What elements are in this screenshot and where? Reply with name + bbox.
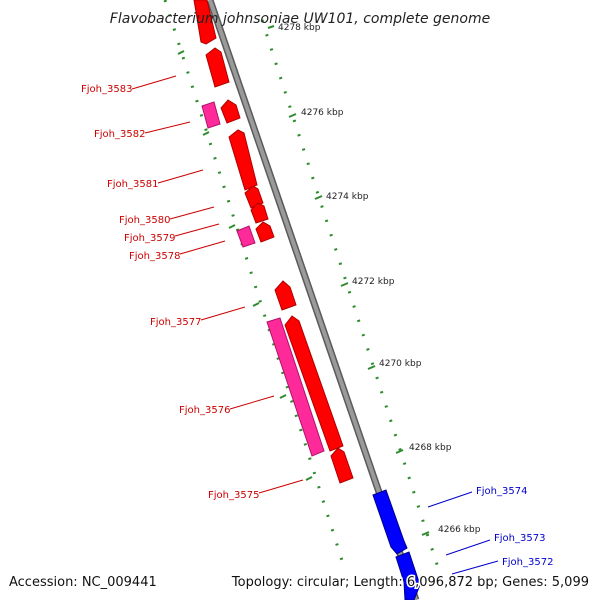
tick-label: 4270 kbp (379, 359, 422, 369)
gene-arrow-fjoh-3576[interactable] (284, 315, 344, 452)
tick-mark (367, 365, 376, 370)
tick-mark (421, 531, 430, 536)
tick-mark (267, 25, 275, 29)
gene-label-text: Fjoh_3580 (119, 215, 170, 226)
gene-arrow-fjoh-3579-pink[interactable] (236, 225, 256, 248)
gene-label-text: Fjoh_3583 (81, 84, 132, 95)
leader-line (131, 75, 177, 90)
gene-arrow-fjoh-3580[interactable] (250, 202, 269, 224)
gene-label-fjoh-3581[interactable]: Fjoh_3581 (107, 169, 204, 190)
gene-arrow-fjoh-3583[interactable] (205, 47, 230, 88)
leader-line (157, 169, 204, 184)
gene-label-fjoh-3572[interactable]: Fjoh_3572 (451, 557, 553, 575)
leader-line (144, 121, 191, 134)
tick-label: 4278 kbp (278, 23, 321, 33)
gene-arrow-top[interactable] (193, 0, 217, 45)
gene-label-fjoh-3578[interactable]: Fjoh_3578 (129, 240, 226, 262)
gene-arrow-fjoh-3581[interactable] (228, 129, 258, 191)
gene-label-text: Fjoh_3579 (124, 233, 175, 244)
leader-line (200, 306, 246, 321)
gene-arrow-fjoh-3582[interactable] (220, 99, 241, 124)
gene-label-text: Fjoh_3573 (494, 533, 545, 544)
inner-ruler (163, 0, 347, 571)
leader-line (445, 539, 491, 556)
gene-arrow-fjoh-3580a[interactable] (244, 185, 264, 209)
gene-label-fjoh-3580[interactable]: Fjoh_3580 (119, 206, 215, 226)
leader-line (179, 240, 226, 255)
inner-ruler-ticks (177, 50, 313, 481)
gene-label-text: Fjoh_3575 (208, 490, 259, 501)
genome-summary-text: Topology: circular; Length: 6,096,872 bp… (231, 575, 589, 590)
gene-label-text: Fjoh_3581 (107, 179, 158, 190)
gene-label-fjoh-3574[interactable]: Fjoh_3574 (427, 486, 527, 508)
tick-label: 4268 kbp (409, 443, 452, 453)
gene-label-text: Fjoh_3572 (502, 557, 553, 568)
tick-label: 4266 kbp (438, 525, 481, 535)
tick-4278: 4278 kbp (267, 23, 321, 33)
gene-label-text: Fjoh_3577 (150, 317, 201, 328)
tick-label: 4272 kbp (352, 277, 395, 287)
tick-4266: 4266 kbp (421, 525, 481, 536)
gene-label-fjoh-3583[interactable]: Fjoh_3583 (81, 75, 177, 95)
leader-line (174, 223, 220, 237)
gene-arrow-fjoh-3579[interactable] (255, 221, 275, 243)
tick-layer: 4278 kbp 4276 kbp 4274 kbp 4272 kbp 4270… (267, 23, 481, 536)
gene-label-text: Fjoh_3578 (129, 251, 180, 262)
tick-4270: 4270 kbp (367, 359, 422, 370)
gene-label-fjoh-3577[interactable]: Fjoh_3577 (150, 306, 246, 328)
tick-mark (340, 282, 349, 287)
gene-arrow-fjoh-3582-pink[interactable] (201, 101, 221, 129)
tick-mark (288, 113, 297, 118)
tick-4268: 4268 kbp (395, 443, 452, 454)
gene-label-fjoh-3576[interactable]: Fjoh_3576 (179, 395, 275, 416)
tick-label: 4276 kbp (301, 108, 344, 118)
leader-line (169, 206, 215, 220)
gene-label-fjoh-3573[interactable]: Fjoh_3573 (445, 533, 545, 556)
tick-label: 4274 kbp (326, 192, 369, 202)
gene-label-fjoh-3579[interactable]: Fjoh_3579 (124, 223, 220, 244)
tick-mark (314, 195, 323, 200)
gene-label-text: Fjoh_3582 (94, 129, 145, 140)
leader-line (229, 395, 275, 410)
gene-arrow-fjoh-3577[interactable] (274, 280, 297, 311)
tick-4274: 4274 kbp (314, 192, 369, 202)
gene-arrow-fjoh-3575[interactable] (330, 447, 354, 484)
tick-mark (395, 449, 404, 454)
gene-label-fjoh-3575[interactable]: Fjoh_3575 (208, 479, 304, 501)
map-title: Flavobacterium johnsoniae UW101, complet… (110, 11, 490, 27)
gene-label-text: Fjoh_3576 (179, 405, 230, 416)
tick-4272: 4272 kbp (340, 277, 395, 287)
gene-label-layer: Fjoh_3583 Fjoh_3582 Fjoh_3581 Fjoh_3580 … (81, 75, 553, 575)
leader-line (427, 491, 473, 508)
accession-text: Accession: NC_009441 (9, 575, 157, 590)
leader-line (451, 560, 499, 575)
gene-layer (193, 0, 421, 600)
gene-arrow-fjoh-3574[interactable] (372, 489, 408, 555)
gene-label-fjoh-3582[interactable]: Fjoh_3582 (94, 121, 191, 140)
gene-label-text: Fjoh_3574 (476, 486, 527, 497)
tick-4276: 4276 kbp (288, 108, 344, 118)
leader-line (258, 479, 304, 494)
gene-arrow-fjoh-3576-pink[interactable] (266, 317, 325, 457)
gene-arrow-fjoh-3573[interactable] (395, 551, 421, 600)
